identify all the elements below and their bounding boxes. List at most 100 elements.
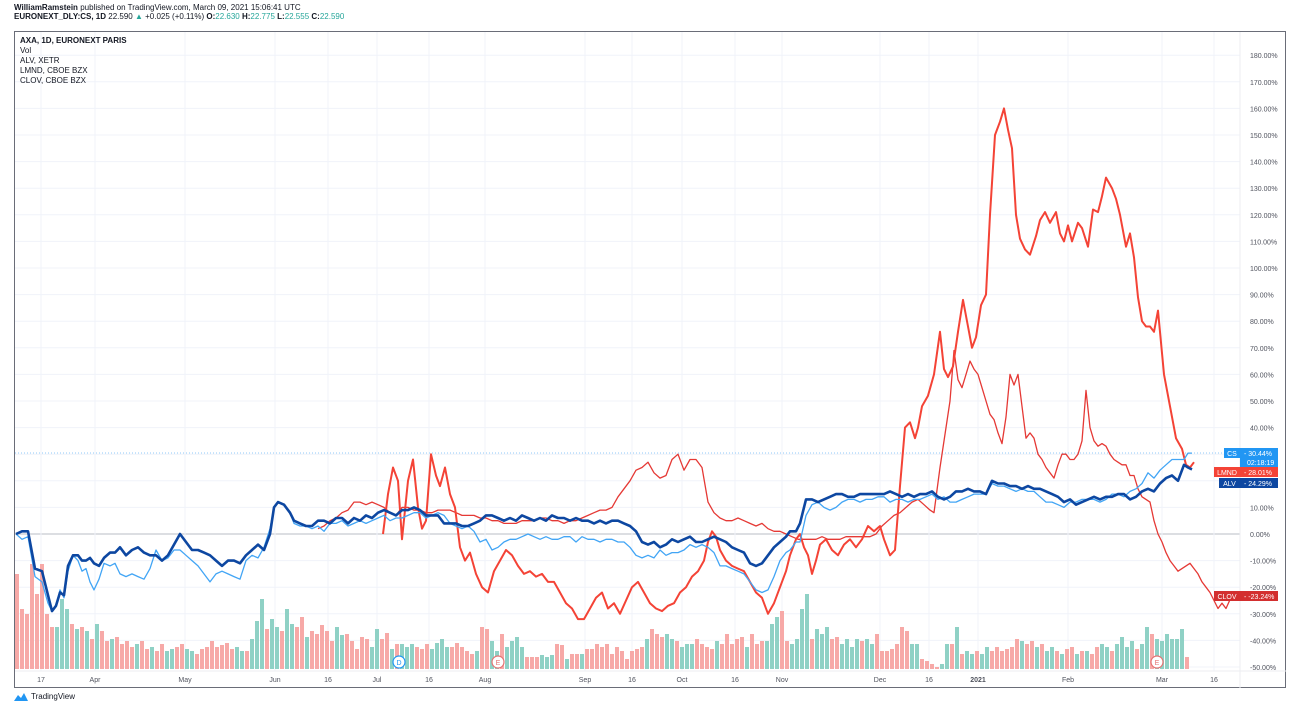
volume-bar-up <box>150 647 154 669</box>
chart-frame[interactable] <box>14 31 1286 688</box>
volume-bar-down <box>15 574 19 669</box>
volume-bar-up <box>1060 654 1064 669</box>
volume-bar-down <box>130 647 134 669</box>
volume-bar-up <box>55 627 59 669</box>
series-lines <box>15 107 1240 621</box>
y-tick-label: -10.00% <box>1250 559 1276 566</box>
volume-bar-down <box>315 634 319 669</box>
volume-bar-up <box>1130 641 1134 669</box>
time-axis[interactable]: 17 Apr May Jun 16 Jul 16 Aug Sep 16 Oct 16 Nov Dec 16 2… <box>37 677 1218 684</box>
last-value-tag-alv: ALV - 24.29% <box>1219 478 1278 488</box>
high-label: H: <box>241 12 251 21</box>
volume-bar-down <box>780 611 784 669</box>
volume-bar-down <box>70 624 74 669</box>
x-tick-label: 17 <box>37 677 45 684</box>
x-tick-label: Nov <box>776 677 789 684</box>
volume-bar-down <box>730 644 734 669</box>
volume-bar-down <box>380 639 384 669</box>
volume-bar-up <box>255 621 259 669</box>
volume-bar-up <box>1085 651 1089 669</box>
series-line-cs <box>15 452 1192 612</box>
volume-bar-down <box>425 644 429 669</box>
event-marker-earnings[interactable]: E <box>1150 655 1164 669</box>
volume-bar-down <box>595 644 599 669</box>
volume-bar-up <box>685 644 689 669</box>
svg-text:E: E <box>1155 660 1160 667</box>
volume-bar-up <box>540 655 544 669</box>
volume-bar-up <box>850 647 854 669</box>
y-tick-label: -50.00% <box>1250 665 1276 672</box>
svg-text:02:18:19: 02:18:19 <box>1247 460 1274 467</box>
volume-bar-down <box>320 625 324 669</box>
volume-bar-down <box>155 651 159 669</box>
volume-bar-down <box>630 651 634 669</box>
volume-bar-down <box>1025 644 1029 669</box>
high-value: 22.775 <box>250 12 275 21</box>
volume-bar-down <box>1065 649 1069 669</box>
legend-item-axa[interactable]: AXA, 1D, EURONEXT PARIS <box>20 36 127 45</box>
volume-bar-up <box>65 609 69 669</box>
x-tick-label: May <box>178 677 192 684</box>
volume-bar-up <box>445 647 449 669</box>
volume-bar-up <box>645 639 649 669</box>
volume-bar-up <box>190 651 194 669</box>
volume-bar-up <box>690 644 694 669</box>
volume-bar-up <box>260 599 264 669</box>
volume-bar-up <box>165 651 169 669</box>
x-tick-label: 16 <box>925 677 933 684</box>
svg-text:CLOV: CLOV <box>1217 594 1236 601</box>
volume-bar-up <box>290 624 294 669</box>
volume-bar-down <box>280 631 284 669</box>
volume-bar-down <box>585 649 589 669</box>
volume-bar-down <box>1010 647 1014 669</box>
tradingview-branding[interactable]: TradingView <box>14 692 75 701</box>
volume-bar-down <box>930 664 934 669</box>
grid-lines <box>15 32 1286 688</box>
volume-bar-down <box>1150 634 1154 669</box>
event-marker-dividend[interactable]: D <box>392 655 406 669</box>
open-label: O: <box>206 12 216 21</box>
volume-bar-down <box>675 641 679 669</box>
volume-bar-down <box>570 654 574 669</box>
volume-bar-down <box>960 654 964 669</box>
volume-bar-up <box>1160 641 1164 669</box>
volume-bar-up <box>795 639 799 669</box>
volume-bar-up <box>85 631 89 669</box>
volume-bar-down <box>830 639 834 669</box>
author-name: WilliamRamstein <box>14 3 78 12</box>
volume-bar-up <box>910 644 914 669</box>
volume-bar-up <box>60 599 64 669</box>
series-legend: AXA, 1D, EURONEXT PARIS Vol ALV, XETR LM… <box>20 36 127 86</box>
volume-bar-down <box>885 651 889 669</box>
volume-bar-up <box>510 641 514 669</box>
volume-bar-down <box>600 647 604 669</box>
volume-bar-up <box>855 639 859 669</box>
legend-item-alv[interactable]: ALV, XETR <box>20 56 60 65</box>
volume-bar-up <box>1145 627 1149 669</box>
volume-bar-up <box>235 647 239 669</box>
svg-text:LMND: LMND <box>1217 470 1237 477</box>
published-text: published on TradingView.com, March 09, … <box>80 3 301 12</box>
volume-bar-down <box>325 631 329 669</box>
legend-item-clov[interactable]: CLOV, CBOE BZX <box>20 76 86 85</box>
volume-bar-down <box>695 639 699 669</box>
svg-text:- 28.01%: - 28.01% <box>1244 470 1272 477</box>
price-axis[interactable]: 180.00% 170.00% 160.00% 150.00% 140.00% 130.0… <box>1250 53 1278 672</box>
volume-bar-up <box>435 643 439 669</box>
legend-item-vol[interactable]: Vol <box>20 46 32 55</box>
volume-bar-down <box>420 649 424 669</box>
volume-bar-up <box>185 649 189 669</box>
volume-bar-down <box>500 634 504 669</box>
volume-bar-down <box>350 641 354 669</box>
y-tick-label: -30.00% <box>1250 612 1276 619</box>
event-marker-earnings[interactable]: E <box>491 655 505 669</box>
volume-bar-up <box>870 644 874 669</box>
volume-bar-down <box>700 644 704 669</box>
y-tick-label: 40.00% <box>1250 426 1274 433</box>
volume-bar-down <box>300 617 304 669</box>
legend-item-lmnd[interactable]: LMND, CBOE BZX <box>20 66 88 75</box>
series-line-clov <box>382 107 1195 621</box>
volume-bar-down <box>975 651 979 669</box>
